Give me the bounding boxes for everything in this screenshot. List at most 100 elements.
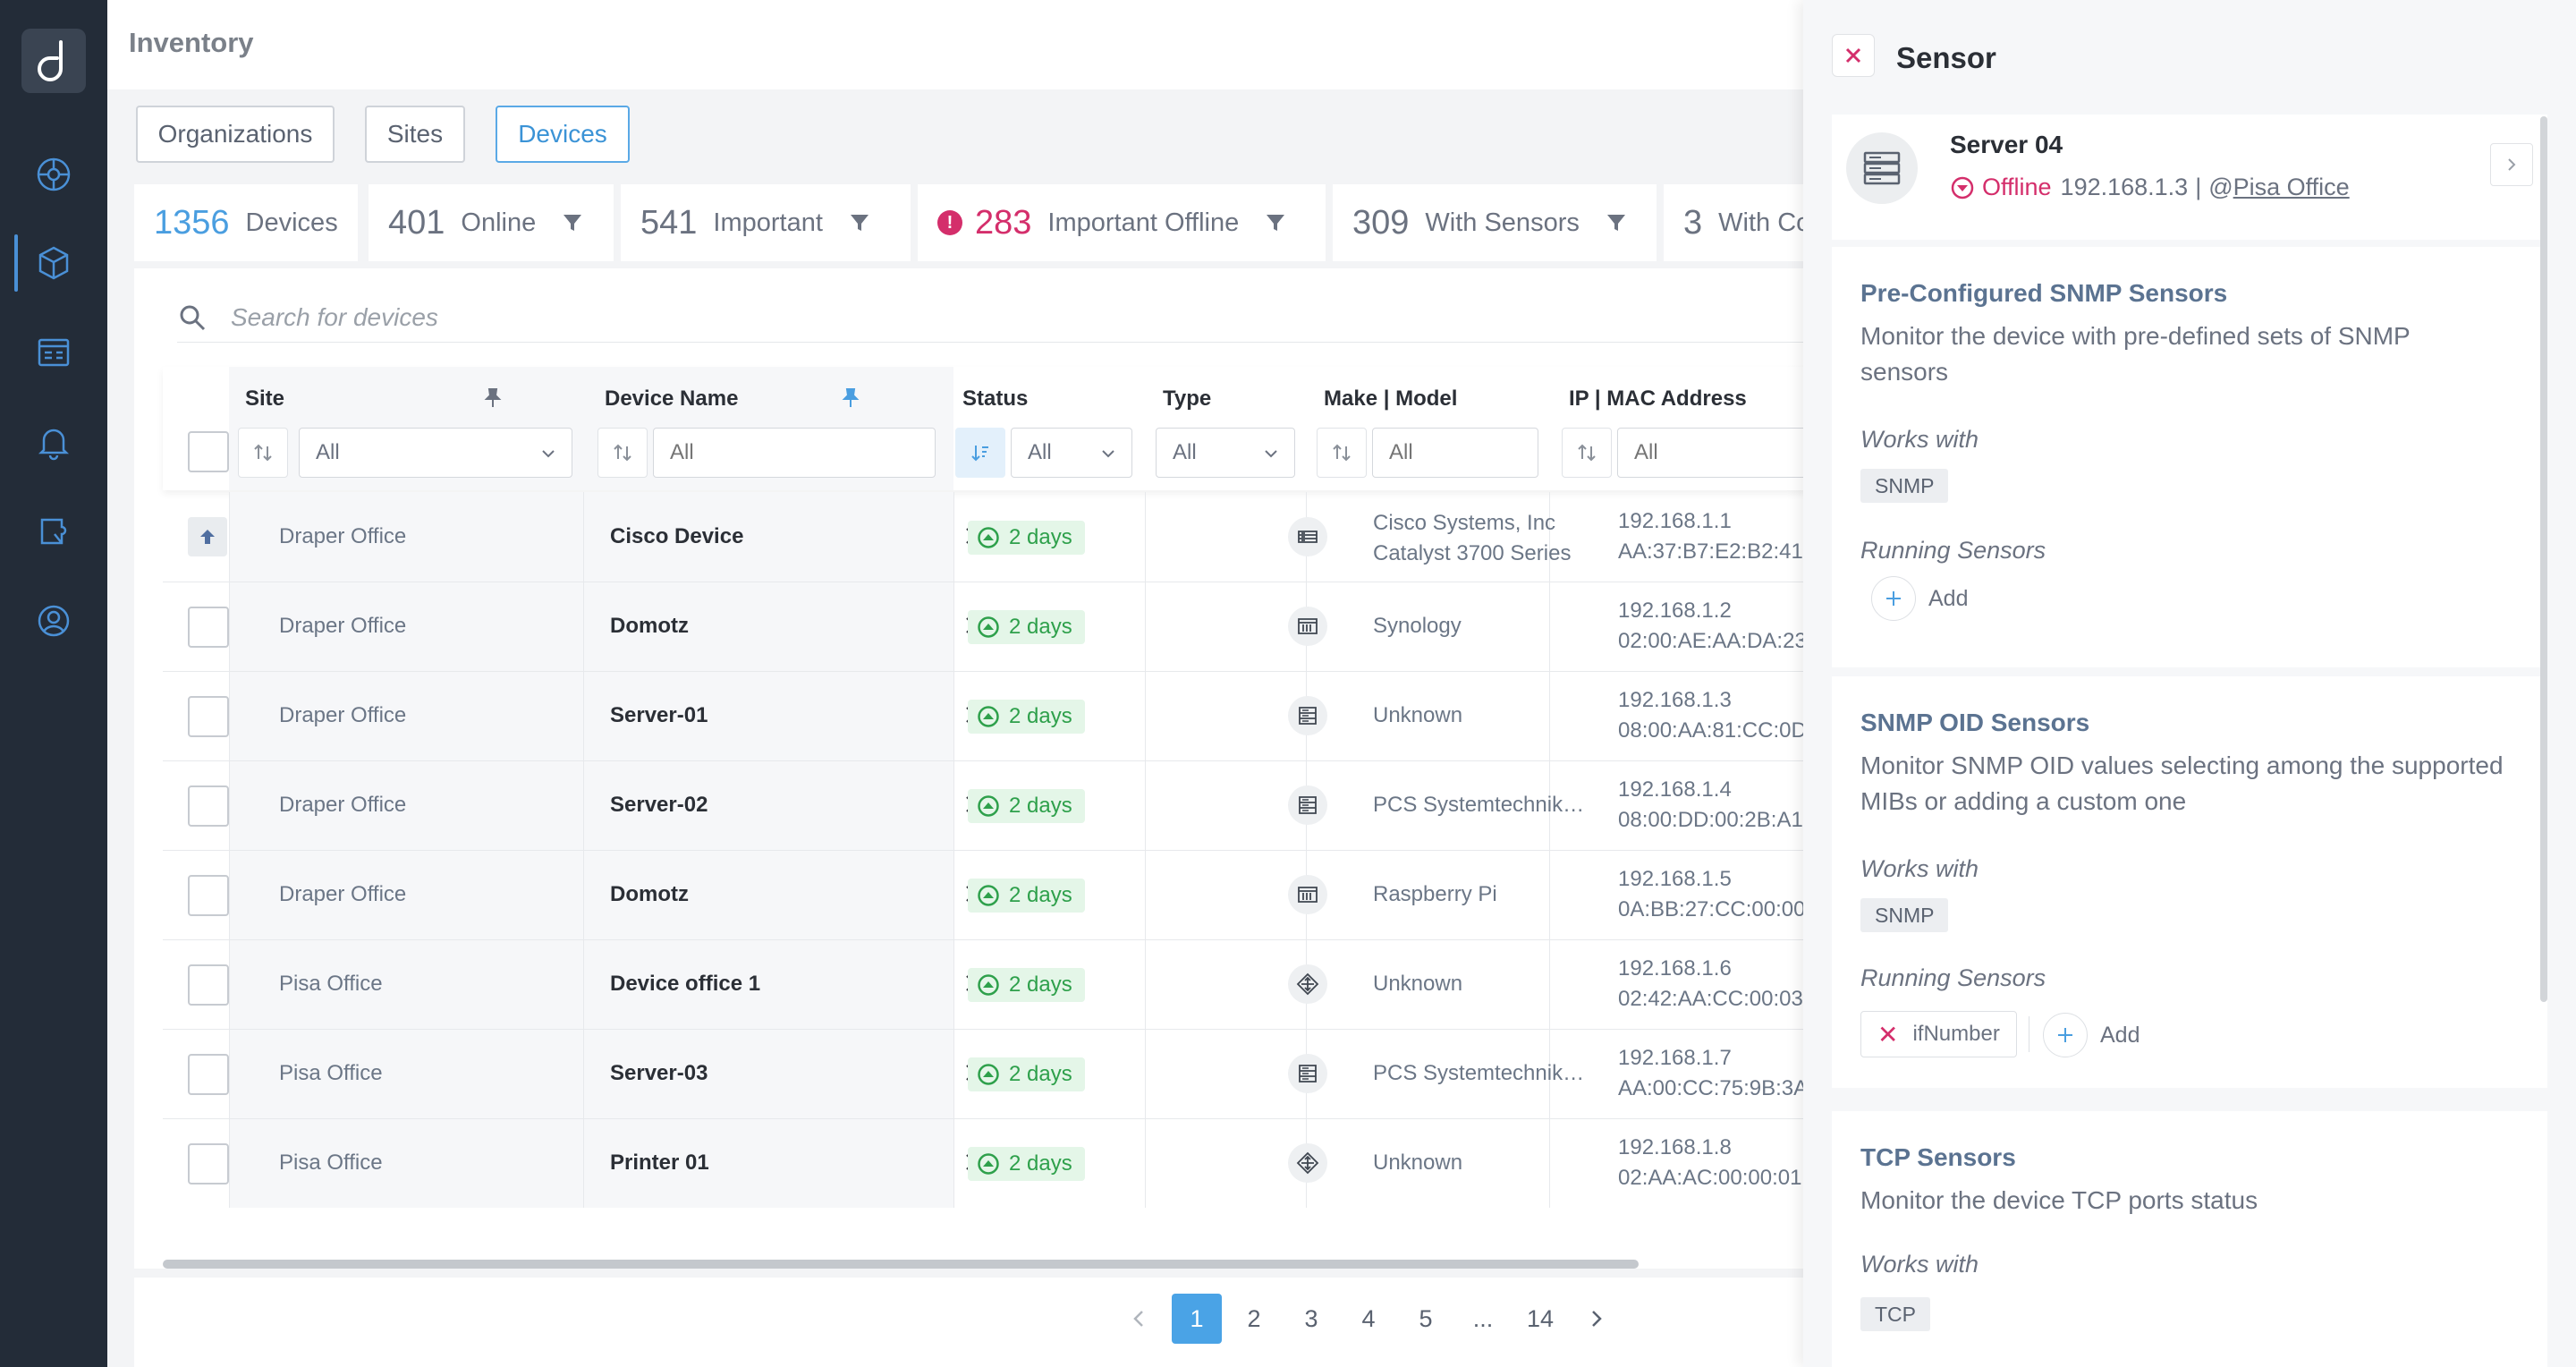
- kpi-with-cor[interactable]: 3 With Cor: [1664, 184, 1807, 261]
- pin-icon[interactable]: [481, 386, 504, 410]
- device-name-link[interactable]: Domotz: [610, 882, 689, 906]
- device-details-button[interactable]: [2490, 143, 2533, 186]
- sort-ip-button[interactable]: [1562, 428, 1612, 478]
- device-name-link[interactable]: Server-03: [610, 1061, 708, 1085]
- page-button[interactable]: 4: [1361, 1304, 1376, 1332]
- make-model-cell: Synology: [1373, 614, 1462, 638]
- nav-integrations-icon[interactable]: [0, 496, 107, 567]
- add-label: Add: [1928, 585, 1969, 611]
- section-title: SNMP OID Sensors: [1860, 709, 2090, 736]
- status-filter-select[interactable]: All: [1011, 428, 1132, 478]
- add-sensor-button[interactable]: Add: [1871, 576, 1968, 621]
- horizontal-scrollbar[interactable]: [163, 1260, 1639, 1269]
- device-name-link[interactable]: Server-02: [610, 793, 708, 817]
- sort-status-button[interactable]: [955, 428, 1005, 478]
- row-checkbox[interactable]: [188, 1054, 229, 1095]
- sort-name-button[interactable]: [597, 428, 648, 478]
- kpi-important-offline[interactable]: ! 283 Important Offline: [918, 184, 1326, 261]
- row-checkbox[interactable]: [188, 875, 229, 916]
- column-header-device-name[interactable]: Device Name: [605, 386, 739, 411]
- page-button[interactable]: 2: [1247, 1304, 1261, 1332]
- filter-icon[interactable]: [1605, 211, 1628, 234]
- make-model-cell: Cisco Systems, Inc Catalyst 3700 Series: [1373, 508, 1571, 569]
- status-badge: 2 days: [968, 1147, 1085, 1181]
- row-checkbox[interactable]: [188, 964, 229, 1006]
- table-row[interactable]: Draper Office Server-02 2 days PCS Systemte…: [163, 760, 1807, 851]
- kpi-with-sensors[interactable]: 309 With Sensors: [1333, 184, 1657, 261]
- device-name-link[interactable]: Device office 1: [610, 972, 761, 996]
- table-row[interactable]: Pisa Office Printer 01 2 days Unknown 192.16…: [163, 1118, 1807, 1208]
- type-filter-select[interactable]: All: [1156, 428, 1295, 478]
- status-text: 2 days: [1009, 704, 1072, 728]
- running-sensor-chip[interactable]: ✕ ifNumber: [1860, 1011, 2017, 1057]
- table-row[interactable]: Draper Office Domotz 2 days Raspberry Pi 192…: [163, 850, 1807, 940]
- column-header-type[interactable]: Type: [1163, 386, 1212, 411]
- scroll-to-top-icon[interactable]: [188, 517, 227, 556]
- filter-icon[interactable]: [1264, 211, 1287, 234]
- device-name-link[interactable]: Cisco Device: [610, 524, 744, 548]
- kpi-value: 3: [1683, 203, 1703, 242]
- site-filter-select[interactable]: All: [299, 428, 572, 478]
- row-checkbox[interactable]: [188, 1143, 229, 1184]
- page-button[interactable]: 14: [1526, 1304, 1555, 1332]
- column-header-make-model[interactable]: Make | Model: [1324, 386, 1458, 411]
- kpi-important[interactable]: 541 Important: [621, 184, 911, 261]
- sensor-name: ifNumber: [1912, 1022, 2000, 1046]
- column-header-status[interactable]: Status: [962, 386, 1029, 411]
- tab-sites[interactable]: Sites: [365, 106, 465, 163]
- row-checkbox[interactable]: [188, 696, 229, 737]
- make-filter-input[interactable]: [1372, 428, 1538, 478]
- filter-icon[interactable]: [561, 211, 584, 234]
- sort-make-button[interactable]: [1317, 428, 1367, 478]
- online-status-icon: [978, 1153, 999, 1175]
- table-row[interactable]: Draper Office Server-01 2 days Unknown 192.1…: [163, 671, 1807, 761]
- page-button[interactable]: 1: [1172, 1294, 1222, 1344]
- table-row[interactable]: Draper Office Cisco Device 2 days Cisco Sys…: [163, 492, 1807, 582]
- column-header-site[interactable]: Site: [245, 386, 285, 411]
- sort-site-button[interactable]: [238, 428, 288, 478]
- nav-alerts-icon[interactable]: [0, 406, 107, 478]
- page-button[interactable]: 3: [1304, 1304, 1318, 1332]
- kpi-online[interactable]: 401 Online: [369, 184, 614, 261]
- table-row[interactable]: Pisa Office Device office 1 2 days Unknown 1…: [163, 939, 1807, 1030]
- nas-icon: [1288, 875, 1327, 914]
- kpi-devices[interactable]: 1356 Devices: [134, 184, 358, 261]
- nav-reports-icon[interactable]: [0, 317, 107, 388]
- prev-page-icon[interactable]: [1129, 1308, 1150, 1329]
- column-header-ip-mac[interactable]: IP | MAC Address: [1569, 386, 1747, 411]
- next-page-icon[interactable]: [1585, 1308, 1606, 1329]
- panel-scrollbar[interactable]: [2540, 116, 2547, 1002]
- kpi-value: 283: [975, 203, 1032, 242]
- select-all-checkbox[interactable]: [188, 431, 229, 472]
- ip-filter-input[interactable]: [1617, 428, 1807, 478]
- pin-icon[interactable]: [839, 386, 862, 410]
- device-name-link[interactable]: Domotz: [610, 614, 689, 638]
- table-row[interactable]: Pisa Office Server-03 2 days PCS Systemtech…: [163, 1029, 1807, 1119]
- ip-text: 192.168.1.6: [1618, 956, 1732, 981]
- device-name-link[interactable]: Server-01: [610, 703, 708, 727]
- table-row[interactable]: Draper Office Domotz 2 days Synology 192.168…: [163, 582, 1807, 672]
- close-icon: [1845, 47, 1861, 64]
- ip-text: 192.168.1.4: [1618, 777, 1732, 802]
- chevron-down-icon: [542, 450, 555, 458]
- filter-icon[interactable]: [848, 211, 871, 234]
- search-input[interactable]: [229, 299, 948, 336]
- close-button[interactable]: [1832, 34, 1875, 77]
- tab-organizations[interactable]: Organizations: [136, 106, 335, 163]
- row-checkbox[interactable]: [188, 607, 229, 648]
- device-name-link[interactable]: Printer 01: [610, 1150, 709, 1175]
- nav-support-icon[interactable]: [0, 585, 107, 657]
- nav-network-icon[interactable]: [0, 139, 107, 210]
- remove-sensor-icon[interactable]: ✕: [1877, 1020, 1899, 1049]
- nav-inventory-icon[interactable]: [0, 227, 107, 299]
- device-site-link[interactable]: Pisa Office: [2233, 174, 2350, 200]
- device-name-filter-input[interactable]: [653, 428, 936, 478]
- page-button[interactable]: 5: [1419, 1304, 1433, 1332]
- nas-icon: [1288, 607, 1327, 646]
- app-logo[interactable]: [21, 29, 86, 93]
- row-checkbox[interactable]: [188, 785, 229, 827]
- tab-devices[interactable]: Devices: [496, 106, 630, 163]
- add-sensor-button[interactable]: Add: [2043, 1013, 2140, 1057]
- running-sensors-label: Running Sensors: [1860, 964, 2046, 991]
- pagination: 1 2 3 4 5 ... 14: [134, 1278, 1807, 1367]
